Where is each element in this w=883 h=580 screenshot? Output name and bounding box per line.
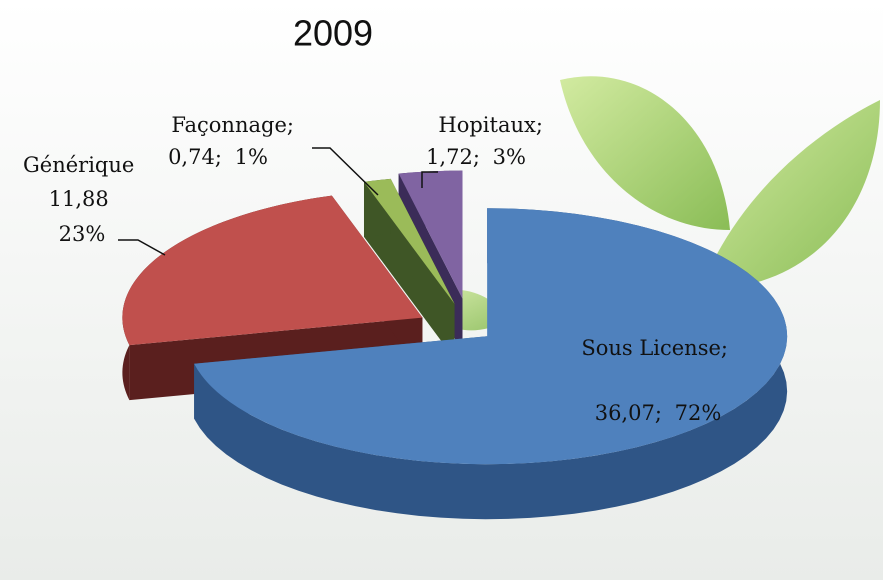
label-name: Façonnage; [171,113,294,137]
label-value: 11,88 [49,187,109,211]
label-value: 0,74; [168,145,222,169]
chart-title: 2009 [293,13,373,54]
label-name: Hopitaux; [438,113,543,137]
label-value: 36,07; [595,401,662,425]
label-value: 1,72; [426,145,480,169]
label-percent: 1% [235,145,268,169]
label-name: Sous License; [581,336,728,360]
label-percent: 3% [493,145,526,169]
label-percent: 72% [675,401,722,425]
label-name: Générique [23,153,134,177]
chart: 2009 Sous License; 36,07; 72% Générique … [0,0,883,580]
label-percent: 23% [59,222,106,246]
